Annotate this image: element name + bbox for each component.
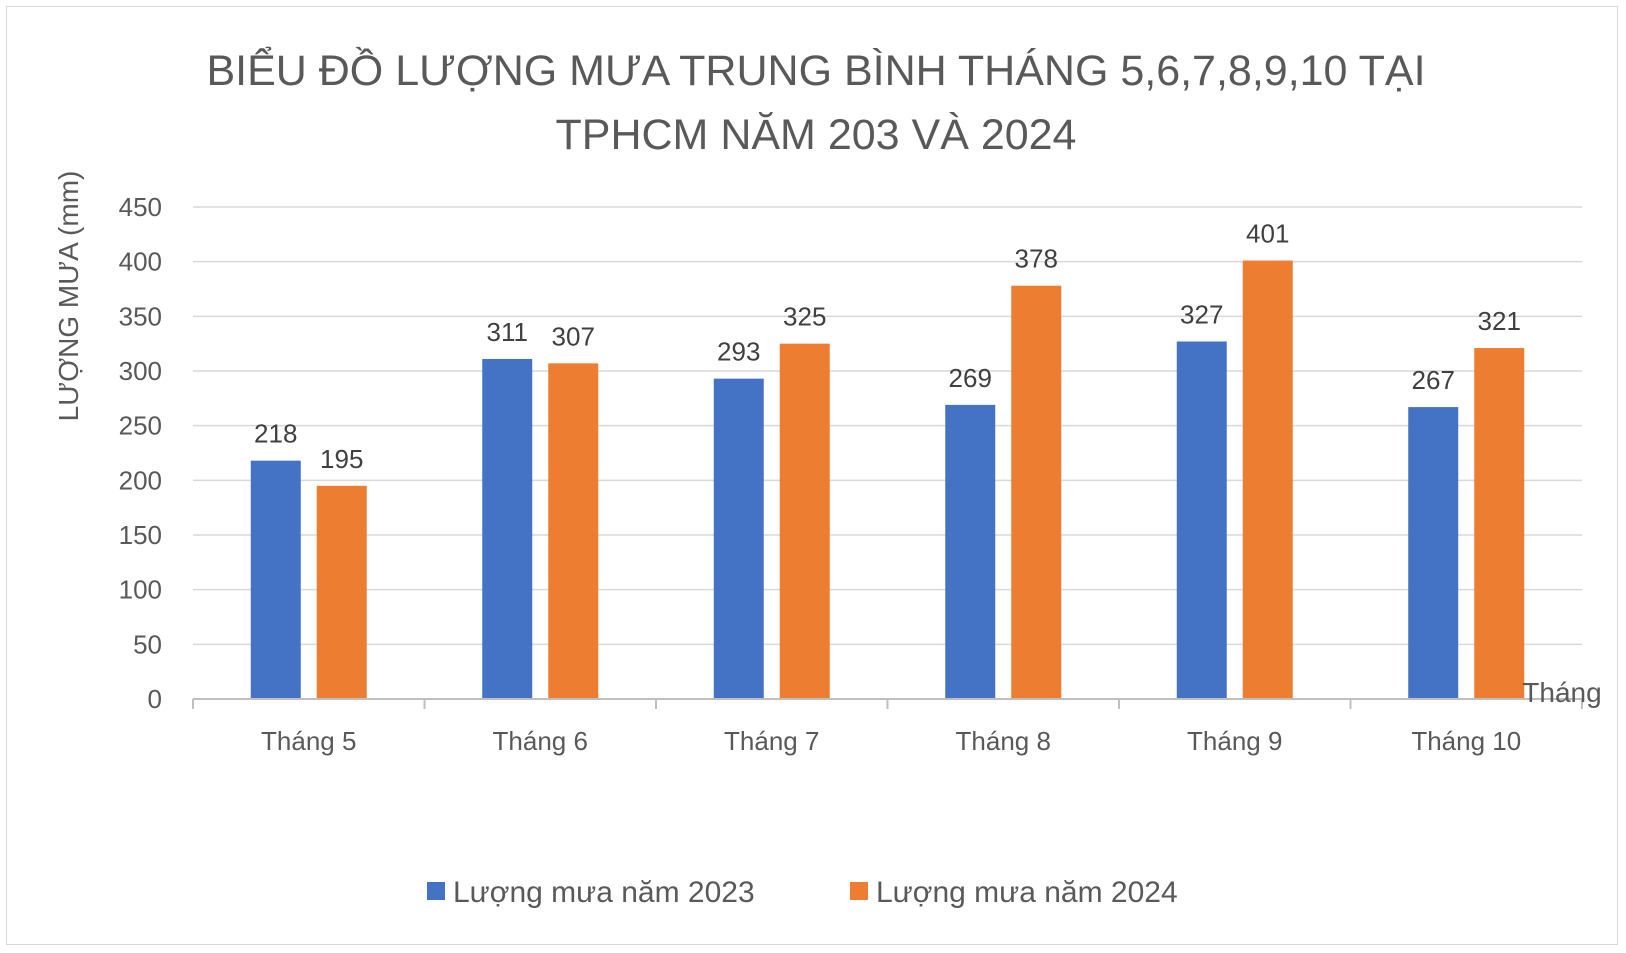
bar-series-1 — [1176, 341, 1227, 699]
y-tick-label: 50 — [133, 629, 162, 659]
chart-title-line-1: BIỂU ĐỒ LƯỢNG MƯA TRUNG BÌNH THÁNG 5,6,7… — [206, 46, 1425, 95]
bar-series-1 — [482, 358, 533, 699]
x-category-label: Tháng 10 — [1411, 726, 1521, 756]
y-tick-label: 150 — [119, 520, 162, 550]
legend-swatch — [427, 882, 445, 900]
data-label: 269 — [949, 363, 992, 393]
x-axis-title: Tháng — [1522, 677, 1601, 708]
x-category-label: Tháng 9 — [1187, 726, 1282, 756]
data-label: 401 — [1246, 219, 1289, 249]
legend: Lượng mưa năm 2023 Lượng mưa năm 2024 — [427, 876, 1178, 909]
y-axis-ticks: 0 50 100 150 200 250 300 350 400 450 — [119, 192, 162, 714]
data-label: 195 — [320, 444, 363, 474]
x-axis — [192, 698, 1583, 709]
legend-label: Lượng mưa năm 2023 — [453, 876, 755, 909]
y-tick-label: 300 — [119, 356, 162, 386]
gridlines — [193, 206, 1582, 646]
bar-series-2 — [548, 363, 599, 699]
data-label: 307 — [552, 321, 595, 351]
bar-series-2 — [316, 485, 367, 699]
data-label: 321 — [1478, 306, 1521, 336]
y-tick-label: 350 — [119, 301, 162, 331]
bars — [250, 260, 1525, 699]
chart-title: BIỂU ĐỒ LƯỢNG MƯA TRUNG BÌNH THÁNG 5,6,7… — [206, 46, 1425, 159]
bar-series-1 — [713, 378, 764, 699]
data-label: 218 — [254, 419, 297, 449]
y-tick-label: 450 — [119, 192, 162, 222]
legend-label: Lượng mưa năm 2024 — [876, 876, 1178, 909]
data-labels: 218 195 311 307 293 325 269 378 327 401 267 321 — [254, 219, 1521, 474]
bar-series-2 — [1474, 348, 1525, 699]
y-axis-title: LƯỢNG MƯA (mm) — [53, 171, 84, 422]
x-category-label: Tháng 5 — [261, 726, 356, 756]
data-label: 267 — [1412, 365, 1455, 395]
y-tick-label: 100 — [119, 575, 162, 605]
y-tick-label: 200 — [119, 465, 162, 495]
bar-series-2 — [1242, 260, 1293, 699]
chart-title-line-2: TPHCM NĂM 203 VÀ 2024 — [556, 111, 1077, 159]
bar-series-1 — [1408, 407, 1459, 699]
data-label: 311 — [487, 317, 528, 347]
data-label: 325 — [783, 302, 826, 332]
bar-series-1 — [945, 404, 996, 699]
y-tick-label: 0 — [148, 684, 162, 714]
data-label: 378 — [1015, 244, 1058, 274]
bar-series-2 — [1011, 285, 1062, 699]
x-axis-categories: Tháng 5 Tháng 6 Tháng 7 Tháng 8 Tháng 9 Tháng… — [261, 726, 1521, 756]
x-category-label: Tháng 8 — [956, 726, 1051, 756]
data-label: 293 — [717, 337, 760, 367]
bar-series-2 — [779, 343, 830, 699]
data-label: 327 — [1180, 299, 1223, 329]
x-category-label: Tháng 7 — [724, 726, 819, 756]
legend-swatch — [850, 882, 868, 900]
bar-series-1 — [250, 460, 301, 699]
y-tick-label: 250 — [119, 411, 162, 441]
y-tick-label: 400 — [119, 247, 162, 277]
x-category-label: Tháng 6 — [493, 726, 588, 756]
